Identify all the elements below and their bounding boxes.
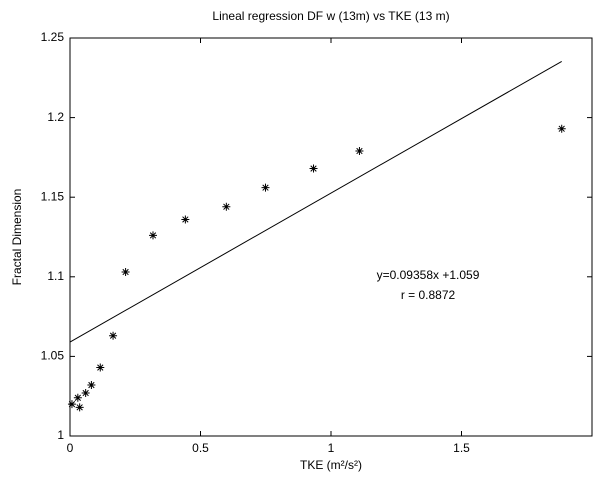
point: [81, 389, 90, 398]
regression-line: [69, 60, 562, 343]
x-tick-label: 1.5: [453, 441, 470, 455]
chart-title: Lineal regression DF w (13m) vs TKE (13 …: [212, 9, 449, 23]
annotation: r = 0.8872: [401, 288, 456, 302]
y-tick-label: 1.15: [41, 189, 65, 203]
x-tick-label: 0: [67, 441, 74, 455]
point: [261, 183, 270, 192]
point: [222, 202, 231, 211]
point: [121, 268, 130, 277]
x-tick-label: 0.5: [192, 441, 209, 455]
y-tick-label: 1.2: [47, 110, 64, 124]
point: [557, 124, 566, 133]
point: [67, 400, 76, 409]
annotation: y=0.09358x +1.059: [377, 268, 480, 282]
point: [96, 363, 105, 372]
y-tick-label: 1.25: [41, 30, 65, 44]
point: [355, 147, 364, 156]
point: [109, 331, 118, 340]
x-tick-label: 1: [328, 441, 335, 455]
y-tick-label: 1.05: [41, 349, 65, 363]
point: [73, 393, 82, 402]
point: [309, 164, 318, 173]
point: [87, 381, 96, 390]
point: [75, 403, 84, 412]
point: [181, 215, 190, 224]
point: [148, 231, 157, 240]
y-tick-label: 1: [57, 428, 64, 442]
y-axis-label: Fractal Dimension: [10, 189, 24, 286]
x-axis-label: TKE (m²/s²): [300, 458, 362, 472]
y-tick-label: 1.1: [47, 269, 64, 283]
